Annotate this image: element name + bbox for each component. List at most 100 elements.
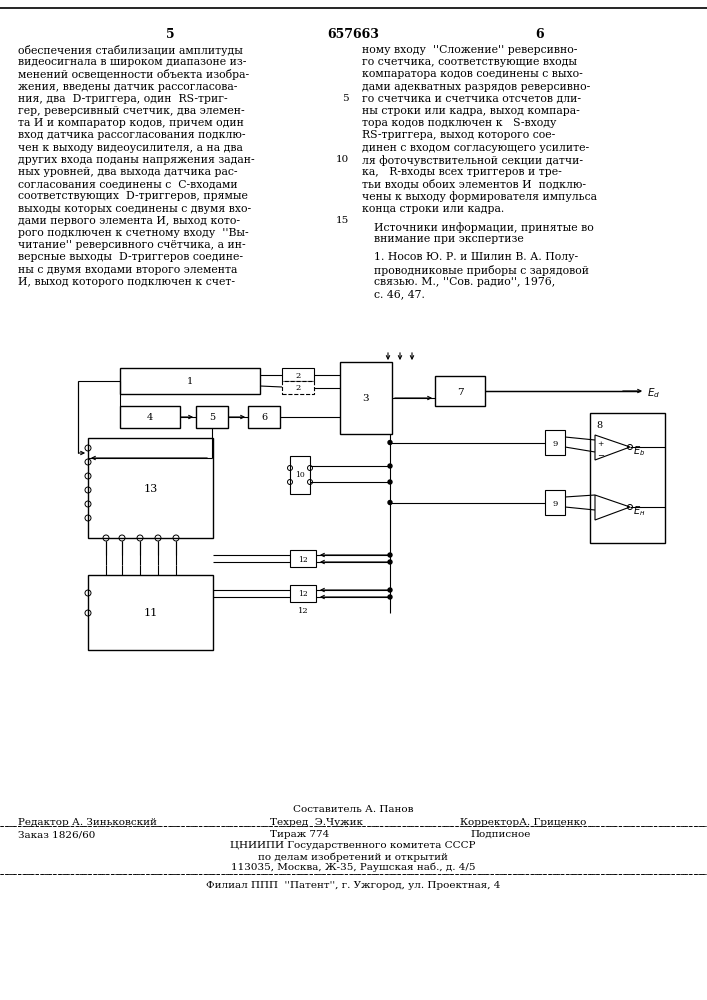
Bar [340, 362, 392, 434]
Text: ны с двумя входами второго элемента: ны с двумя входами второго элемента [18, 265, 238, 275]
Text: вход датчика рассогласования подклю-: вход датчика рассогласования подклю- [18, 130, 245, 140]
Text: го счетчика, соответствующие входы: го счетчика, соответствующие входы [362, 57, 577, 67]
Text: 1. Носов Ю. Р. и Шилин В. А. Полу-: 1. Носов Ю. Р. и Шилин В. А. Полу- [374, 252, 578, 262]
Circle shape [388, 553, 392, 557]
Text: 5: 5 [342, 94, 349, 103]
Text: других входа поданы напряжения задан-: других входа поданы напряжения задан- [18, 155, 255, 165]
Text: 15: 15 [336, 216, 349, 225]
Text: тора кодов подключен к   S-входу: тора кодов подключен к S-входу [362, 118, 556, 128]
Circle shape [388, 500, 392, 504]
Text: чен к выходу видеоусилителя, а на два: чен к выходу видеоусилителя, а на два [18, 143, 243, 153]
Text: обеспечения стабилизации амплитуды: обеспечения стабилизации амплитуды [18, 45, 243, 56]
Text: 12: 12 [298, 607, 308, 615]
Text: 657663: 657663 [327, 28, 379, 41]
Text: читание'' реверсивного счётчика, а ин-: читание'' реверсивного счётчика, а ин- [18, 240, 245, 250]
Text: 4: 4 [147, 413, 153, 422]
Circle shape [388, 588, 392, 592]
Bar [545, 490, 565, 515]
Text: та И и компаратор кодов, причем один: та И и компаратор кодов, причем один [18, 118, 244, 128]
Bar [88, 438, 213, 538]
Text: 6: 6 [261, 413, 267, 422]
Text: 11: 11 [144, 608, 158, 618]
Text: −: − [597, 452, 604, 460]
Text: рого подключен к счетному входу  ''Вы-: рого подключен к счетному входу ''Вы- [18, 228, 249, 238]
Text: версные выходы  D-триггеров соедине-: версные выходы D-триггеров соедине- [18, 252, 243, 262]
Text: 10: 10 [295, 471, 305, 479]
Text: Филиал ППП  ''Патент'', г. Ужгород, ул. Проектная, 4: Филиал ППП ''Патент'', г. Ужгород, ул. П… [206, 881, 500, 890]
Text: 12: 12 [298, 590, 308, 598]
Text: 5: 5 [165, 28, 175, 41]
Text: 2: 2 [296, 371, 300, 379]
Bar [196, 406, 228, 428]
Text: дами первого элемента И, выход кото-: дами первого элемента И, выход кото- [18, 216, 240, 226]
Circle shape [388, 560, 392, 564]
Text: проводниковые приборы с зарядовой: проводниковые приборы с зарядовой [374, 264, 589, 275]
Text: Составитель А. Панов: Составитель А. Панов [293, 805, 414, 814]
Text: 3: 3 [363, 394, 369, 403]
Text: по делам изобретений и открытий: по делам изобретений и открытий [258, 852, 448, 861]
Text: соответствующих  D-триггеров, прямые: соответствующих D-триггеров, прямые [18, 191, 248, 201]
Circle shape [388, 464, 392, 468]
Text: с. 46, 47.: с. 46, 47. [374, 289, 425, 299]
Circle shape [388, 440, 392, 444]
Text: чены к выходу формирователя импульса: чены к выходу формирователя импульса [362, 191, 597, 202]
Text: 9: 9 [552, 499, 558, 508]
Text: Редактор А. Зиньковский: Редактор А. Зиньковский [18, 818, 157, 827]
Text: 6: 6 [536, 28, 544, 41]
Bar [282, 381, 314, 394]
Text: ЦНИИПИ Государственного комитета СССР: ЦНИИПИ Государственного комитета СССР [230, 841, 476, 850]
Circle shape [388, 595, 392, 599]
Text: 1: 1 [187, 377, 193, 386]
Text: 5: 5 [209, 413, 215, 422]
Bar [290, 585, 316, 602]
Text: 9: 9 [552, 440, 558, 448]
Bar [290, 456, 310, 494]
Text: +: + [597, 440, 603, 448]
Text: видеосигнала в широком диапазоне из-: видеосигнала в широком диапазоне из- [18, 57, 246, 67]
Bar [248, 406, 280, 428]
Text: 113035, Москва, Ж-35, Раушская наб., д. 4/5: 113035, Москва, Ж-35, Раушская наб., д. … [230, 863, 475, 872]
Bar [590, 413, 665, 543]
Text: внимание при экспертизе: внимание при экспертизе [374, 234, 524, 244]
Text: Заказ 1826/60: Заказ 1826/60 [18, 830, 95, 839]
Text: конца строки или кадра.: конца строки или кадра. [362, 204, 504, 214]
Text: 13: 13 [144, 484, 158, 494]
Text: И, выход которого подключен к счет-: И, выход которого подключен к счет- [18, 277, 235, 287]
Text: 7: 7 [457, 388, 463, 397]
Text: 12: 12 [298, 556, 308, 564]
Text: ка,   R-входы всех триггеров и тре-: ка, R-входы всех триггеров и тре- [362, 167, 562, 177]
Bar [435, 376, 485, 406]
Text: Источники информации, принятые во: Источники информации, принятые во [374, 222, 594, 233]
Text: тьи входы обоих элементов И  подклю-: тьи входы обоих элементов И подклю- [362, 179, 586, 190]
Circle shape [388, 480, 392, 484]
Text: RS-триггера, выход которого сое-: RS-триггера, выход которого сое- [362, 130, 555, 140]
Text: КорректорА. Гриценко: КорректорА. Гриценко [460, 818, 586, 827]
Text: $E_н$: $E_н$ [633, 504, 645, 518]
Text: дами адекватных разрядов реверсивно-: дами адекватных разрядов реверсивно- [362, 82, 590, 92]
Bar [120, 406, 180, 428]
Text: ля фоточувствительной секции датчи-: ля фоточувствительной секции датчи- [362, 155, 583, 166]
Text: Тираж 774: Тираж 774 [270, 830, 329, 839]
Text: менений освещенности объекта изобра-: менений освещенности объекта изобра- [18, 69, 249, 80]
Text: ния, два  D-триггера, один  RS-триг-: ния, два D-триггера, один RS-триг- [18, 94, 228, 104]
Text: гер, реверсивный счетчик, два элемен-: гер, реверсивный счетчик, два элемен- [18, 106, 245, 116]
Text: динен с входом согласующего усилите-: динен с входом согласующего усилите- [362, 143, 589, 153]
Bar [88, 575, 213, 650]
Text: $E_d$: $E_d$ [647, 386, 660, 400]
Text: 2: 2 [296, 384, 300, 392]
Text: жения, введены датчик рассогласова-: жения, введены датчик рассогласова- [18, 82, 238, 92]
Text: $E_b$: $E_b$ [633, 444, 645, 458]
Text: ны строки или кадра, выход компара-: ны строки или кадра, выход компара- [362, 106, 580, 116]
Text: 8: 8 [596, 421, 602, 430]
Text: ному входу  ''Сложение'' реверсивно-: ному входу ''Сложение'' реверсивно- [362, 45, 578, 55]
Bar [120, 368, 260, 394]
Text: Техред  Э.Чужик: Техред Э.Чужик [270, 818, 363, 827]
Text: связью. М., ''Сов. радио'', 1976,: связью. М., ''Сов. радио'', 1976, [374, 277, 555, 287]
Text: го счетчика и счетчика отсчетов дли-: го счетчика и счетчика отсчетов дли- [362, 94, 581, 104]
Text: Подписное: Подписное [470, 830, 530, 839]
Bar [290, 550, 316, 567]
Bar [545, 430, 565, 455]
Bar [282, 368, 314, 381]
Text: ных уровней, два выхода датчика рас-: ных уровней, два выхода датчика рас- [18, 167, 238, 177]
Text: 10: 10 [336, 155, 349, 164]
